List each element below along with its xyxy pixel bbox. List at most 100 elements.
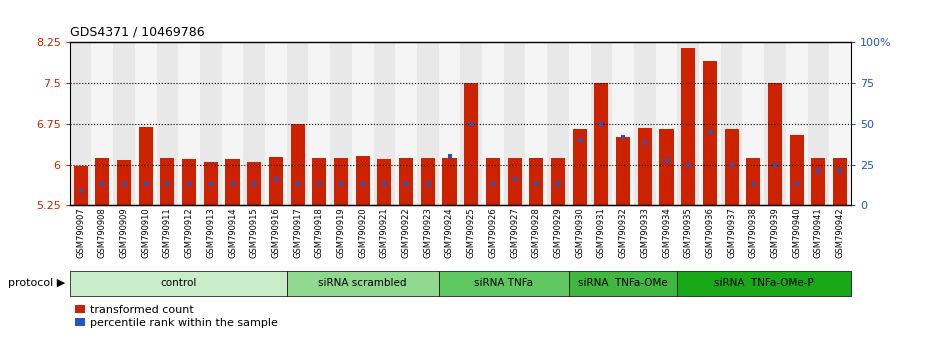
Bar — [395, 42, 417, 205]
Bar — [721, 42, 742, 205]
Text: GSM790928: GSM790928 — [532, 207, 541, 258]
Text: siRNA scrambled: siRNA scrambled — [318, 278, 407, 288]
Bar — [182, 159, 196, 205]
Bar — [244, 42, 265, 205]
Bar — [569, 42, 591, 205]
Bar — [768, 83, 782, 205]
Text: GSM790909: GSM790909 — [119, 207, 128, 257]
Text: GSM790918: GSM790918 — [314, 207, 324, 258]
Bar — [334, 158, 348, 205]
Text: GSM790920: GSM790920 — [358, 207, 367, 257]
Bar — [355, 156, 370, 205]
Bar — [551, 158, 565, 205]
Bar — [677, 271, 851, 296]
Bar — [439, 271, 569, 296]
Bar — [374, 42, 395, 205]
Text: GSM790910: GSM790910 — [141, 207, 151, 257]
Bar — [378, 159, 392, 205]
Text: GSM790932: GSM790932 — [618, 207, 628, 258]
Bar — [73, 166, 87, 205]
Bar — [204, 162, 218, 205]
Bar — [833, 158, 847, 205]
Text: protocol ▶: protocol ▶ — [7, 278, 65, 288]
Bar — [221, 42, 244, 205]
Bar — [464, 83, 478, 205]
Text: GSM790922: GSM790922 — [402, 207, 411, 257]
Bar — [265, 42, 286, 205]
Bar — [70, 42, 91, 205]
Text: GSM790942: GSM790942 — [835, 207, 844, 257]
Text: GSM790919: GSM790919 — [337, 207, 346, 257]
Text: control: control — [160, 278, 196, 288]
Bar — [811, 158, 826, 205]
Bar — [529, 158, 543, 205]
Text: GSM790939: GSM790939 — [770, 207, 779, 258]
Bar — [616, 137, 631, 205]
Bar — [830, 42, 851, 205]
Bar — [443, 158, 457, 205]
Bar — [699, 42, 721, 205]
Text: GSM790911: GSM790911 — [163, 207, 172, 257]
Text: GSM790924: GSM790924 — [445, 207, 454, 257]
Bar — [742, 42, 764, 205]
Text: GSM790908: GSM790908 — [98, 207, 107, 258]
Text: GSM790907: GSM790907 — [76, 207, 86, 258]
Text: GSM790912: GSM790912 — [184, 207, 193, 257]
Bar — [269, 157, 283, 205]
Text: GSM790926: GSM790926 — [488, 207, 498, 258]
Text: GSM790917: GSM790917 — [293, 207, 302, 258]
Bar — [95, 158, 110, 205]
Text: GSM790931: GSM790931 — [597, 207, 606, 258]
Bar — [656, 42, 677, 205]
Text: GSM790940: GSM790940 — [792, 207, 802, 257]
Bar — [290, 124, 305, 205]
Bar — [485, 158, 500, 205]
Text: GSM790930: GSM790930 — [575, 207, 584, 258]
Bar — [460, 42, 482, 205]
Text: GSM790937: GSM790937 — [727, 207, 737, 258]
Bar — [70, 271, 286, 296]
Text: GSM790933: GSM790933 — [640, 207, 649, 258]
Text: GSM790921: GSM790921 — [379, 207, 389, 257]
Bar — [330, 42, 352, 205]
Bar — [91, 42, 113, 205]
Bar — [790, 135, 804, 205]
Bar — [547, 42, 569, 205]
Bar — [352, 42, 374, 205]
Bar — [573, 129, 587, 205]
Bar — [113, 42, 135, 205]
Bar — [681, 48, 696, 205]
Bar — [312, 158, 326, 205]
Bar — [117, 160, 131, 205]
Text: GSM790916: GSM790916 — [272, 207, 281, 258]
Text: GSM790941: GSM790941 — [814, 207, 823, 257]
Bar — [746, 158, 761, 205]
Text: GSM790925: GSM790925 — [467, 207, 476, 257]
Bar — [703, 62, 717, 205]
Bar — [286, 271, 439, 296]
Bar — [417, 42, 439, 205]
Bar — [139, 127, 153, 205]
Bar — [200, 42, 221, 205]
Bar — [807, 42, 830, 205]
Text: GDS4371 / 10469786: GDS4371 / 10469786 — [70, 26, 205, 39]
Bar — [247, 162, 261, 205]
Bar — [135, 42, 156, 205]
Bar — [724, 129, 738, 205]
Text: GSM790934: GSM790934 — [662, 207, 671, 258]
Bar — [591, 42, 612, 205]
Bar — [525, 42, 547, 205]
Text: GSM790938: GSM790938 — [749, 207, 758, 258]
Bar — [659, 129, 673, 205]
Text: GSM790929: GSM790929 — [553, 207, 563, 257]
Bar — [634, 42, 656, 205]
Bar — [179, 42, 200, 205]
Text: siRNA TNFa: siRNA TNFa — [474, 278, 533, 288]
Bar — [309, 42, 330, 205]
Text: siRNA  TNFa-OMe: siRNA TNFa-OMe — [578, 278, 668, 288]
Bar — [504, 42, 525, 205]
Text: GSM790915: GSM790915 — [249, 207, 259, 257]
Text: GSM790923: GSM790923 — [423, 207, 432, 258]
Bar — [612, 42, 634, 205]
Bar — [638, 128, 652, 205]
